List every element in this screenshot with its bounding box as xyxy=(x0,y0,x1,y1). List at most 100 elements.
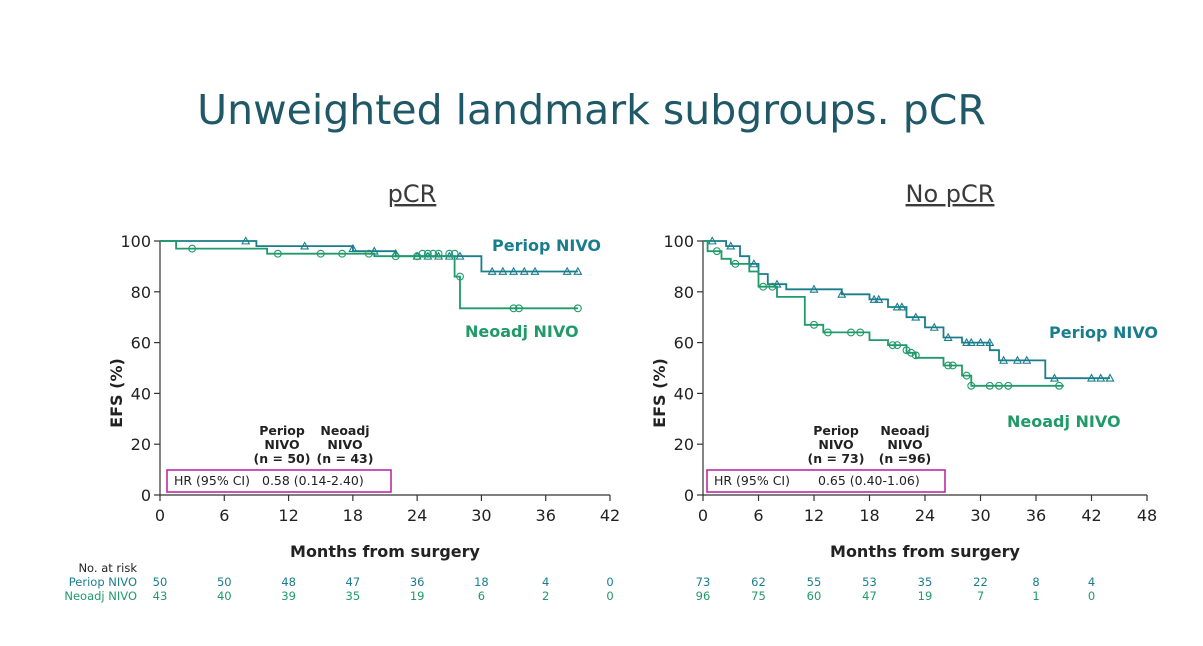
chart2-series-2-censor xyxy=(893,341,902,350)
chart2-series-1-censor xyxy=(962,337,972,347)
chart2-series-2-censor xyxy=(856,328,865,337)
chart2-risk-value: 8 xyxy=(1032,575,1039,589)
chart1-series-2-censor xyxy=(364,249,373,258)
chart2-y-tick-label: 20 xyxy=(674,435,694,454)
chart2-x-tick-label: 6 xyxy=(753,506,763,525)
chart2-hr-value: 0.65 (0.40-1.06) xyxy=(818,473,920,488)
chart1-risk-value: 48 xyxy=(281,575,296,589)
chart2-series-1-censor xyxy=(869,294,879,303)
chart1-series-2-censor xyxy=(445,249,454,258)
chart1-risk-value: 4 xyxy=(542,575,549,589)
chart2-series-1-censor xyxy=(892,302,902,311)
chart2-series-1-censor xyxy=(911,312,921,321)
chart1-series-1-censor xyxy=(455,251,465,260)
chart1-series-2-censor xyxy=(450,249,459,258)
chart2-risk-value: 73 xyxy=(696,575,711,589)
chart2-risk-value: 22 xyxy=(973,575,988,589)
chart2-hr-box xyxy=(706,469,946,493)
chart1-y-axis-label: EFS (%) xyxy=(107,358,126,428)
chart2-series-1-censor xyxy=(943,332,953,341)
chart1-series-1-censor xyxy=(487,266,497,275)
chart2-series-2-censor xyxy=(944,361,953,370)
chart2-risk-value: 62 xyxy=(751,575,766,589)
chart1-stats-header: (n = 50) xyxy=(254,451,311,466)
chart1-risk-value: 6 xyxy=(478,589,485,603)
chart1-series-1-censor xyxy=(498,266,508,275)
chart1-risk-value: 0 xyxy=(606,589,613,603)
chart1-series-1-censor xyxy=(300,241,310,250)
chart2-series-2-censor xyxy=(907,348,916,357)
chart1-stats-header: NIVO xyxy=(264,437,299,452)
chart1-series-1-label: Periop NIVO xyxy=(492,236,601,255)
chart1-series-2-label: Neoadj NIVO xyxy=(465,322,579,341)
chart1-y-tick-label: 20 xyxy=(131,435,151,454)
chart1-risk-value: 43 xyxy=(153,589,168,603)
chart2-series-1-label: Periop NIVO xyxy=(1049,323,1158,342)
chart2-x-tick-label: 48 xyxy=(1137,506,1157,525)
chart2-series-2-censor xyxy=(731,259,740,268)
chart2-series-1-censor xyxy=(726,241,736,250)
chart1-x-tick-label: 24 xyxy=(407,506,427,525)
chart1-series-2-censor xyxy=(418,249,427,258)
chart1-y-tick-label: 40 xyxy=(131,384,151,403)
chart2-stats-header: (n = 73) xyxy=(808,451,865,466)
chart2-series-2-censor xyxy=(847,328,855,337)
chart2-hr-label: HR (95% CI) xyxy=(714,473,790,488)
chart2-risk-value: 1 xyxy=(1032,589,1039,603)
chart2-y-tick-label: 100 xyxy=(663,232,694,251)
chart2-series-2-censor xyxy=(902,346,911,355)
chart2-series-1-censor xyxy=(929,322,939,331)
chart2-series-1-censor xyxy=(707,236,717,245)
chart2-series-2-label: Neoadj NIVO xyxy=(1007,412,1121,431)
chart2-risk-value: 96 xyxy=(696,589,711,603)
chart2-series-1-censor xyxy=(1086,373,1097,382)
chart2-risk-value: 7 xyxy=(977,589,984,603)
chart1-series-2-censor xyxy=(338,249,347,258)
chart2-series-2-line xyxy=(703,240,1064,387)
chart2-series-2-censor xyxy=(1055,381,1064,390)
chart2-risk-value: 35 xyxy=(918,575,933,589)
chart2-title: No pCR xyxy=(906,180,995,208)
chart2-stats-header: Periop xyxy=(813,423,859,438)
chart1-series-2-censor xyxy=(456,272,464,281)
chart1-risk-value: 50 xyxy=(217,575,232,589)
chart1-series-1-censor xyxy=(530,266,540,275)
chart1-series-2-censor xyxy=(573,304,582,313)
chart1-risk-value: 39 xyxy=(281,589,296,603)
chart2-series-2-censor xyxy=(810,320,818,329)
chart2-stats-header: NIVO xyxy=(818,437,853,452)
chart2-series-1-censor xyxy=(897,302,907,311)
chart1-series-2-censor xyxy=(509,304,518,313)
chart2-series-1-censor xyxy=(809,284,819,293)
chart2-series-1-censor xyxy=(749,259,759,268)
chart2-risk-value: 55 xyxy=(807,575,822,589)
chart2-series-1-censor xyxy=(1022,355,1032,364)
chart1-x-tick-label: 30 xyxy=(471,506,491,525)
chart1-series-2-censor xyxy=(188,244,197,253)
chart1-series-2-censor xyxy=(434,249,443,258)
chart1-x-tick-label: 0 xyxy=(155,506,165,525)
chart1-series-1-censor xyxy=(562,266,572,275)
chart2-stats-header: (n =96) xyxy=(879,451,932,466)
chart1-y-tick-label: 0 xyxy=(141,486,151,505)
chart2-x-tick-label: 30 xyxy=(970,506,990,525)
chart2-risk-value: 0 xyxy=(1088,589,1095,603)
chart2-y-axis-label: EFS (%) xyxy=(650,358,669,428)
chart2-series-2-censor xyxy=(888,341,897,350)
chart1-risk-value: 50 xyxy=(153,575,168,589)
chart2-series-2-censor xyxy=(759,282,768,291)
chart1-risk-row-label: Periop NIVO xyxy=(69,575,137,589)
chart2-stats-header: NIVO xyxy=(887,437,922,452)
chart2-series-1-censor xyxy=(874,294,884,303)
chart2-series-1-censor xyxy=(975,337,986,347)
chart1-hr-value: 0.58 (0.14-2.40) xyxy=(262,473,364,488)
chart1-series-1-censor xyxy=(509,266,519,275)
chart1-series-1-censor xyxy=(573,266,583,275)
chart2-series-2-censor xyxy=(985,381,994,390)
page-title: Unweighted landmark subgroups. pCR xyxy=(197,86,986,134)
chart1-x-tick-label: 36 xyxy=(536,506,556,525)
chart2-risk-value: 19 xyxy=(918,589,933,603)
chart1-x-tick-label: 18 xyxy=(343,506,363,525)
chart2-x-tick-label: 24 xyxy=(915,506,935,525)
